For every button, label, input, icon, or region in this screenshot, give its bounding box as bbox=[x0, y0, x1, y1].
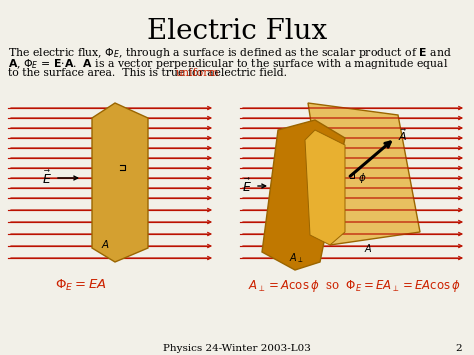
Text: uniform: uniform bbox=[176, 68, 219, 78]
Polygon shape bbox=[92, 103, 148, 262]
Text: $\bf{A}$, $\Phi_E$ = $\bf{E}$$\cdot$$\bf{A}$.  $\bf{A}$ is a vector perpendicula: $\bf{A}$, $\Phi_E$ = $\bf{E}$$\cdot$$\bf… bbox=[8, 57, 448, 71]
Polygon shape bbox=[305, 130, 345, 245]
Text: $\vec{E}$: $\vec{E}$ bbox=[242, 178, 252, 195]
Text: $\vec{E}$: $\vec{E}$ bbox=[42, 169, 52, 187]
Text: The electric flux, $\Phi_E$, through a surface is defined as the scalar product : The electric flux, $\Phi_E$, through a s… bbox=[8, 46, 452, 60]
Text: $A$: $A$ bbox=[364, 242, 372, 254]
Text: $\phi$: $\phi$ bbox=[358, 171, 366, 185]
Polygon shape bbox=[308, 103, 420, 245]
Text: electric field.: electric field. bbox=[211, 68, 287, 78]
Text: $A_\perp$: $A_\perp$ bbox=[289, 251, 303, 265]
Text: $A$: $A$ bbox=[100, 238, 109, 250]
Polygon shape bbox=[262, 120, 345, 270]
Text: $A_\perp = A\cos\phi$  so  $\Phi_E = EA_\perp = EA\cos\phi$: $A_\perp = A\cos\phi$ so $\Phi_E = EA_\p… bbox=[248, 278, 461, 294]
Text: Electric Flux: Electric Flux bbox=[147, 18, 327, 45]
Text: Physics 24-Winter 2003-L03: Physics 24-Winter 2003-L03 bbox=[163, 344, 311, 353]
Text: 2: 2 bbox=[456, 344, 462, 353]
Text: $\phi$: $\phi$ bbox=[291, 166, 299, 180]
Text: $\vec{A}$: $\vec{A}$ bbox=[398, 127, 408, 143]
Text: $\Phi_E = EA$: $\Phi_E = EA$ bbox=[55, 278, 107, 293]
Text: to the surface area.  This is true for a: to the surface area. This is true for a bbox=[8, 68, 217, 78]
